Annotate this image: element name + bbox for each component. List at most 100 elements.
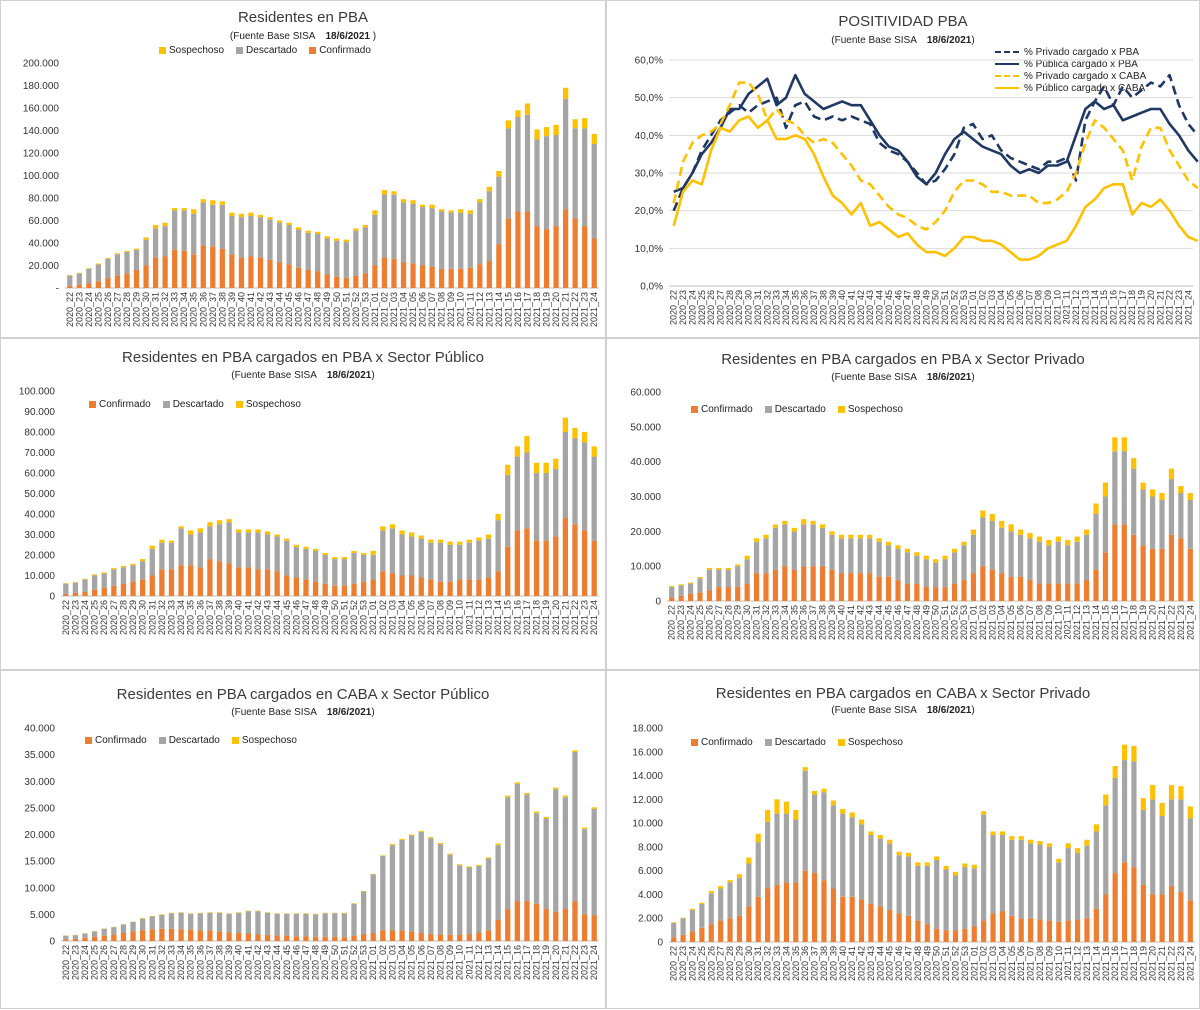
bar-sospechoso [850, 812, 855, 817]
bar-descartado [409, 537, 414, 576]
bar-confirmado [159, 929, 164, 941]
bar-descartado [1141, 810, 1146, 885]
bar-descartado [895, 549, 900, 580]
bar-descartado [390, 528, 395, 573]
x-tick-label: 2021_08 [437, 292, 447, 327]
bar-descartado [971, 535, 976, 573]
bar-confirmado [1178, 892, 1183, 942]
bar-sospechoso [859, 820, 864, 825]
bar-sospechoso [1122, 745, 1127, 760]
y-tick-label: 70.000 [24, 448, 55, 459]
bar-sospechoso [182, 208, 187, 210]
bar-confirmado [468, 268, 473, 288]
bar-descartado [679, 585, 684, 595]
bar-sospechoso [342, 557, 347, 559]
bar-confirmado [914, 584, 919, 601]
x-tick-label: 2020_40 [234, 945, 244, 980]
x-tick-label: 2020_31 [147, 945, 157, 980]
bar-sospechoso [198, 913, 203, 914]
bar-descartado [92, 931, 97, 936]
x-tick-label: 2020_28 [118, 600, 128, 635]
bar-descartado [1150, 497, 1155, 549]
bar-confirmado [858, 573, 863, 601]
bar-confirmado [457, 580, 462, 596]
bar-confirmado [226, 932, 231, 941]
bar-sospechoso [391, 191, 396, 194]
x-tick-label: 2020_31 [151, 292, 161, 327]
y-tick-label: 60.000 [630, 388, 661, 399]
bar-sospechoso [115, 253, 120, 254]
y-tick-label: 120.000 [23, 149, 60, 160]
y-tick-label: 40.000 [630, 457, 661, 468]
bar-descartado [201, 203, 206, 246]
bar-confirmado [1075, 919, 1080, 942]
x-tick-label: 2021_11 [465, 292, 475, 326]
y-tick-label: 180.000 [23, 81, 60, 92]
bar-sospechoso [990, 514, 995, 521]
bar-descartado [544, 819, 549, 910]
bar-sospechoso [361, 553, 366, 555]
chart-panel-pba-publico: Residentes en PBA cargados en PBA x Sect… [0, 338, 606, 670]
x-tick-label: 2021_03 [387, 600, 397, 635]
bar-descartado [188, 535, 193, 566]
bar-descartado [1178, 493, 1183, 538]
bar-descartado [63, 584, 68, 594]
y-tick-label: 30.000 [24, 777, 55, 788]
bar-descartado [980, 517, 985, 566]
bar-descartado [111, 927, 116, 934]
bar-descartado [486, 539, 491, 578]
bar-sospechoso [572, 750, 577, 752]
bar-sospechoso [515, 110, 520, 117]
x-tick-label: 2020_22 [61, 945, 71, 980]
bar-sospechoso [515, 782, 520, 784]
chart-svg: 05.00010.00015.00020.00025.00030.00035.0… [1, 671, 607, 1010]
x-tick-label: 2021_04 [397, 600, 407, 635]
bar-confirmado [1028, 918, 1033, 942]
bar-confirmado [850, 897, 855, 942]
bar-sospechoso [178, 526, 183, 528]
x-tick-label: 2021_15 [503, 292, 513, 327]
bar-sospechoso [867, 535, 872, 538]
bar-confirmado [306, 270, 311, 288]
x-tick-label: 2020_30 [141, 292, 151, 327]
bar-descartado [150, 549, 155, 576]
bar-descartado [774, 814, 779, 885]
bar-sospechoso [63, 583, 68, 584]
bar-sospechoso [1000, 831, 1005, 835]
bar-descartado [198, 532, 203, 567]
bar-descartado [277, 223, 282, 262]
bar-descartado [265, 535, 270, 570]
bar-sospechoso [265, 531, 270, 534]
bar-descartado [428, 543, 433, 580]
bar-confirmado [671, 937, 676, 942]
x-tick-label: 2021_16 [513, 292, 523, 327]
bar-sospechoso [169, 913, 174, 914]
x-tick-label: 2021_20 [551, 600, 561, 635]
bar-confirmado [371, 933, 376, 941]
bar-confirmado [246, 934, 251, 941]
x-tick-label: 2020_36 [198, 292, 208, 327]
bar-confirmado [718, 921, 723, 942]
bar-confirmado [420, 266, 425, 289]
bar-sospechoso [313, 549, 318, 551]
y-tick-label: 60.000 [24, 469, 55, 480]
bar-descartado [1018, 535, 1023, 577]
bar-sospechoso [277, 221, 282, 223]
bar-sospechoso [990, 831, 995, 835]
y-tick-label: 50,0% [635, 93, 663, 104]
bar-confirmado [981, 921, 986, 942]
bar-confirmado [361, 582, 366, 596]
bar-confirmado [207, 930, 212, 941]
bar-descartado [246, 911, 251, 933]
x-tick-label: 2020_27 [109, 600, 119, 635]
bar-sospechoso [972, 865, 977, 869]
bar-descartado [1075, 853, 1080, 920]
x-tick-label: 2021_14 [493, 600, 503, 635]
x-tick-label: 2021_24 [589, 945, 599, 980]
bar-confirmado [477, 264, 482, 288]
bar-sospechoso [774, 799, 779, 813]
bar-sospechoso [134, 249, 139, 250]
x-tick-label: 2020_52 [349, 945, 359, 980]
bar-descartado [746, 864, 751, 907]
x-tick-label: 2021_14 [494, 292, 504, 327]
